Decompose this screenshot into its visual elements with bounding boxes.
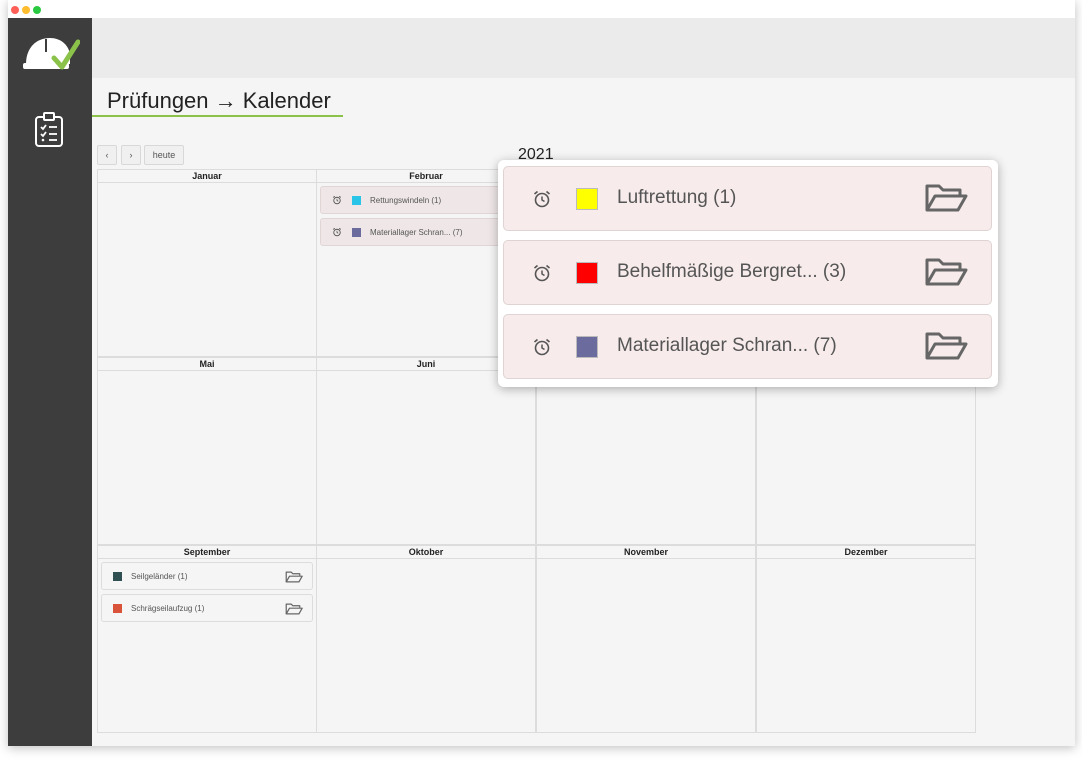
item-label: Materiallager Schran... (7) <box>617 335 837 356</box>
list-item[interactable]: Materiallager Schran... (7) <box>320 218 532 246</box>
close-window-button[interactable] <box>11 6 19 14</box>
clipboard-checklist-icon[interactable] <box>34 112 64 148</box>
item-label: Materiallager Schran... (7) <box>370 227 463 237</box>
month-events-popup: Luftrettung (1) Behelfmäßige Bergret... … <box>498 160 998 387</box>
month-cell-may[interactable]: Mai <box>97 357 317 545</box>
month-header: November <box>537 546 755 559</box>
month-cell-october[interactable]: Oktober <box>316 545 536 733</box>
folder-open-icon[interactable] <box>285 602 303 616</box>
folder-open-icon[interactable] <box>285 570 303 584</box>
month-cell-january[interactable]: Januar <box>97 169 317 357</box>
color-swatch <box>576 262 598 284</box>
month-header: Mai <box>98 358 316 371</box>
year-label: 2021 <box>518 146 554 163</box>
hardhat-check-icon[interactable] <box>22 30 80 76</box>
list-item[interactable]: Luftrettung (1) <box>503 166 992 231</box>
month-header: Dezember <box>757 546 975 559</box>
item-label: Seilgeländer (1) <box>131 571 188 581</box>
next-button[interactable]: › <box>121 145 141 165</box>
month-header: Oktober <box>317 546 535 559</box>
color-swatch <box>113 571 122 581</box>
color-swatch <box>352 227 361 237</box>
folder-open-icon[interactable] <box>924 255 968 289</box>
alarm-clock-icon <box>533 264 551 282</box>
folder-open-icon[interactable] <box>924 181 968 215</box>
title-underline <box>92 115 343 117</box>
month-header: Juni <box>317 358 535 371</box>
list-item[interactable]: Schrägseilaufzug (1) <box>101 594 313 622</box>
top-bar <box>92 18 1075 78</box>
page-title: Prüfungen → Kalender <box>107 88 331 113</box>
month-header: Januar <box>98 170 316 183</box>
item-label: Behelfmäßige Bergret... (3) <box>617 261 847 282</box>
window-titlebar <box>8 0 1075 18</box>
alarm-clock-icon <box>332 195 342 205</box>
item-label: Luftrettung (1) <box>617 187 737 208</box>
color-swatch <box>576 188 598 210</box>
alarm-clock-icon <box>533 338 551 356</box>
list-item[interactable]: Rettungswindeln (1) <box>320 186 532 214</box>
list-item[interactable]: Seilgeländer (1) <box>101 562 313 590</box>
month-cell-november[interactable]: November <box>536 545 756 733</box>
month-cell-december[interactable]: Dezember <box>756 545 976 733</box>
color-swatch <box>113 603 122 613</box>
color-swatch <box>352 195 361 205</box>
month-header: September <box>98 546 316 559</box>
list-item[interactable]: Materiallager Schran... (7) <box>503 314 992 379</box>
maximize-window-button[interactable] <box>33 6 41 14</box>
previous-button[interactable]: ‹ <box>97 145 117 165</box>
item-label: Rettungswindeln (1) <box>370 195 442 205</box>
sidebar <box>8 18 92 746</box>
alarm-clock-icon <box>533 190 551 208</box>
folder-open-icon[interactable] <box>924 329 968 363</box>
color-swatch <box>576 336 598 358</box>
alarm-clock-icon <box>332 227 342 237</box>
month-cell-september[interactable]: September Seilgeländer (1) Schrägseilauf… <box>97 545 317 733</box>
list-item[interactable]: Behelfmäßige Bergret... (3) <box>503 240 992 305</box>
month-header: Februar <box>317 170 535 183</box>
month-cell-july[interactable] <box>536 357 756 545</box>
minimize-window-button[interactable] <box>22 6 30 14</box>
item-label: Schrägseilaufzug (1) <box>131 603 205 613</box>
month-cell-june[interactable]: Juni <box>316 357 536 545</box>
today-button[interactable]: heute <box>144 145 184 165</box>
